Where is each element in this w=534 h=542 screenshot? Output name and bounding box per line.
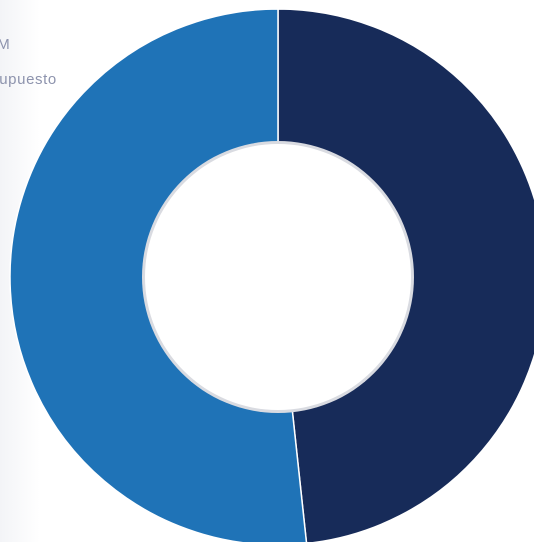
legend-entry-micm[interactable]: MICM <box>0 36 11 53</box>
chart-legend: MICM Presupuesto <box>0 0 120 120</box>
legend-entry-presupuesto[interactable]: Presupuesto <box>0 71 57 88</box>
donut-hole <box>145 144 411 410</box>
